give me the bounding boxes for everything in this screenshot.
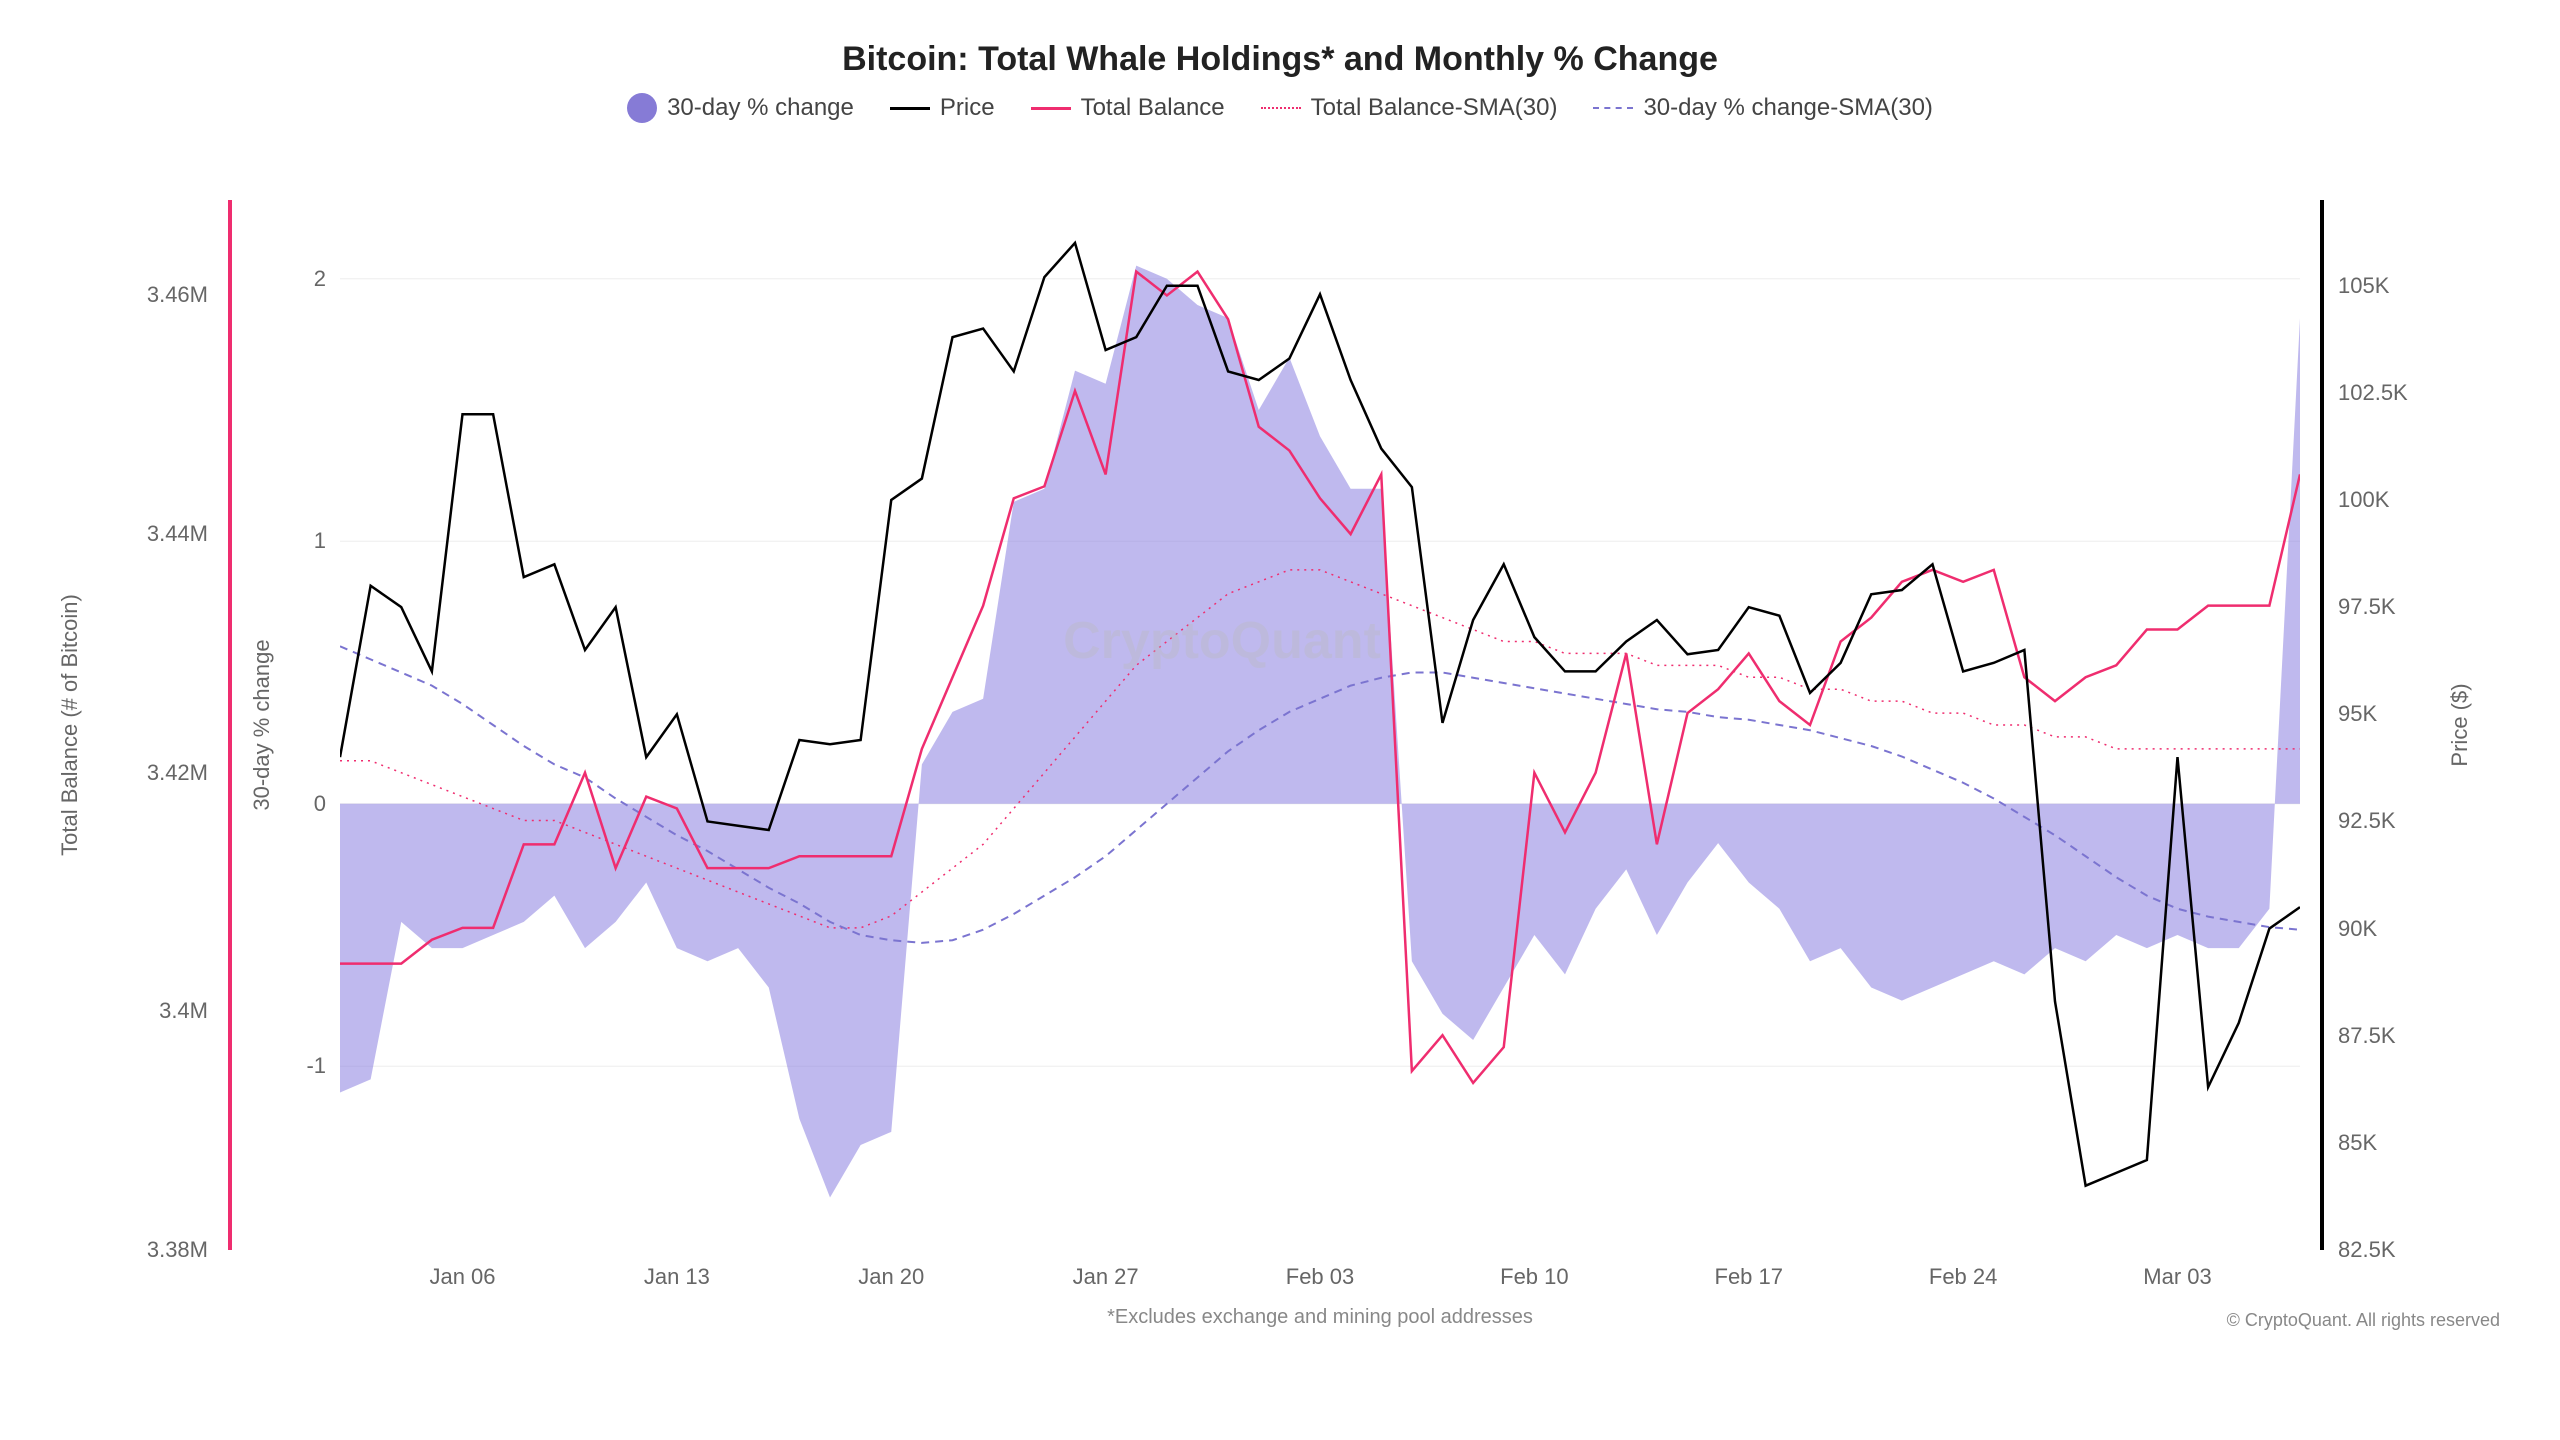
- legend-label: Total Balance-SMA(30): [1311, 94, 1558, 122]
- tick-label: 105K: [2338, 273, 2389, 299]
- legend-item: Total Balance: [1031, 94, 1225, 122]
- plot-area: [340, 200, 2300, 1250]
- tick-label: 95K: [2338, 701, 2377, 727]
- tick-label: Jan 13: [644, 1264, 710, 1290]
- axis-label: 30-day % change: [249, 639, 275, 810]
- tick-label: 102.5K: [2338, 380, 2408, 406]
- tick-label: 3.42M: [147, 760, 208, 786]
- tick-label: Jan 20: [858, 1264, 924, 1290]
- tick-label: 0: [314, 791, 326, 817]
- tick-label: Feb 03: [1286, 1264, 1355, 1290]
- tick-label: 2: [314, 266, 326, 292]
- legend-item: 30-day % change: [627, 93, 854, 123]
- chart-title: Bitcoin: Total Whale Holdings* and Month…: [60, 40, 2500, 79]
- footnote: *Excludes exchange and mining pool addre…: [1107, 1306, 1533, 1329]
- axis-bar-right: [2320, 200, 2324, 1250]
- legend-item: 30-day % change-SMA(30): [1593, 94, 1932, 122]
- legend: 30-day % change Price Total Balance Total B…: [60, 93, 2500, 123]
- legend-label: 30-day % change: [667, 94, 854, 122]
- legend-label: Total Balance: [1081, 94, 1225, 122]
- tick-label: Feb 10: [1500, 1264, 1569, 1290]
- legend-marker: [1031, 107, 1071, 110]
- axis-label: Price ($): [2447, 683, 2473, 766]
- tick-label: 82.5K: [2338, 1237, 2396, 1263]
- tick-label: Jan 06: [429, 1264, 495, 1290]
- tick-label: 85K: [2338, 1130, 2377, 1156]
- chart-container: Bitcoin: Total Whale Holdings* and Month…: [0, 0, 2560, 1440]
- legend-marker: [890, 107, 930, 110]
- tick-label: Mar 03: [2143, 1264, 2211, 1290]
- tick-label: 3.46M: [147, 282, 208, 308]
- tick-label: -1: [306, 1053, 326, 1079]
- tick-label: 1: [314, 528, 326, 554]
- tick-label: 92.5K: [2338, 808, 2396, 834]
- legend-label: Price: [940, 94, 995, 122]
- tick-label: Feb 24: [1929, 1264, 1998, 1290]
- copyright: © CryptoQuant. All rights reserved: [2227, 1310, 2500, 1331]
- tick-label: Jan 27: [1073, 1264, 1139, 1290]
- tick-label: 3.44M: [147, 521, 208, 547]
- tick-label: 100K: [2338, 487, 2389, 513]
- tick-label: 97.5K: [2338, 594, 2396, 620]
- tick-label: Feb 17: [1715, 1264, 1784, 1290]
- tick-label: 3.38M: [147, 1237, 208, 1263]
- legend-item: Total Balance-SMA(30): [1261, 94, 1558, 122]
- tick-label: 90K: [2338, 916, 2377, 942]
- legend-label: 30-day % change-SMA(30): [1643, 94, 1932, 122]
- legend-marker: [1593, 107, 1633, 109]
- legend-item: Price: [890, 94, 995, 122]
- axis-label: Total Balance (# of Bitcoin): [57, 594, 83, 856]
- legend-marker: [627, 93, 657, 123]
- tick-label: 3.4M: [159, 998, 208, 1024]
- tick-label: 87.5K: [2338, 1023, 2396, 1049]
- legend-marker: [1261, 107, 1301, 109]
- axis-bar-left: [228, 200, 232, 1250]
